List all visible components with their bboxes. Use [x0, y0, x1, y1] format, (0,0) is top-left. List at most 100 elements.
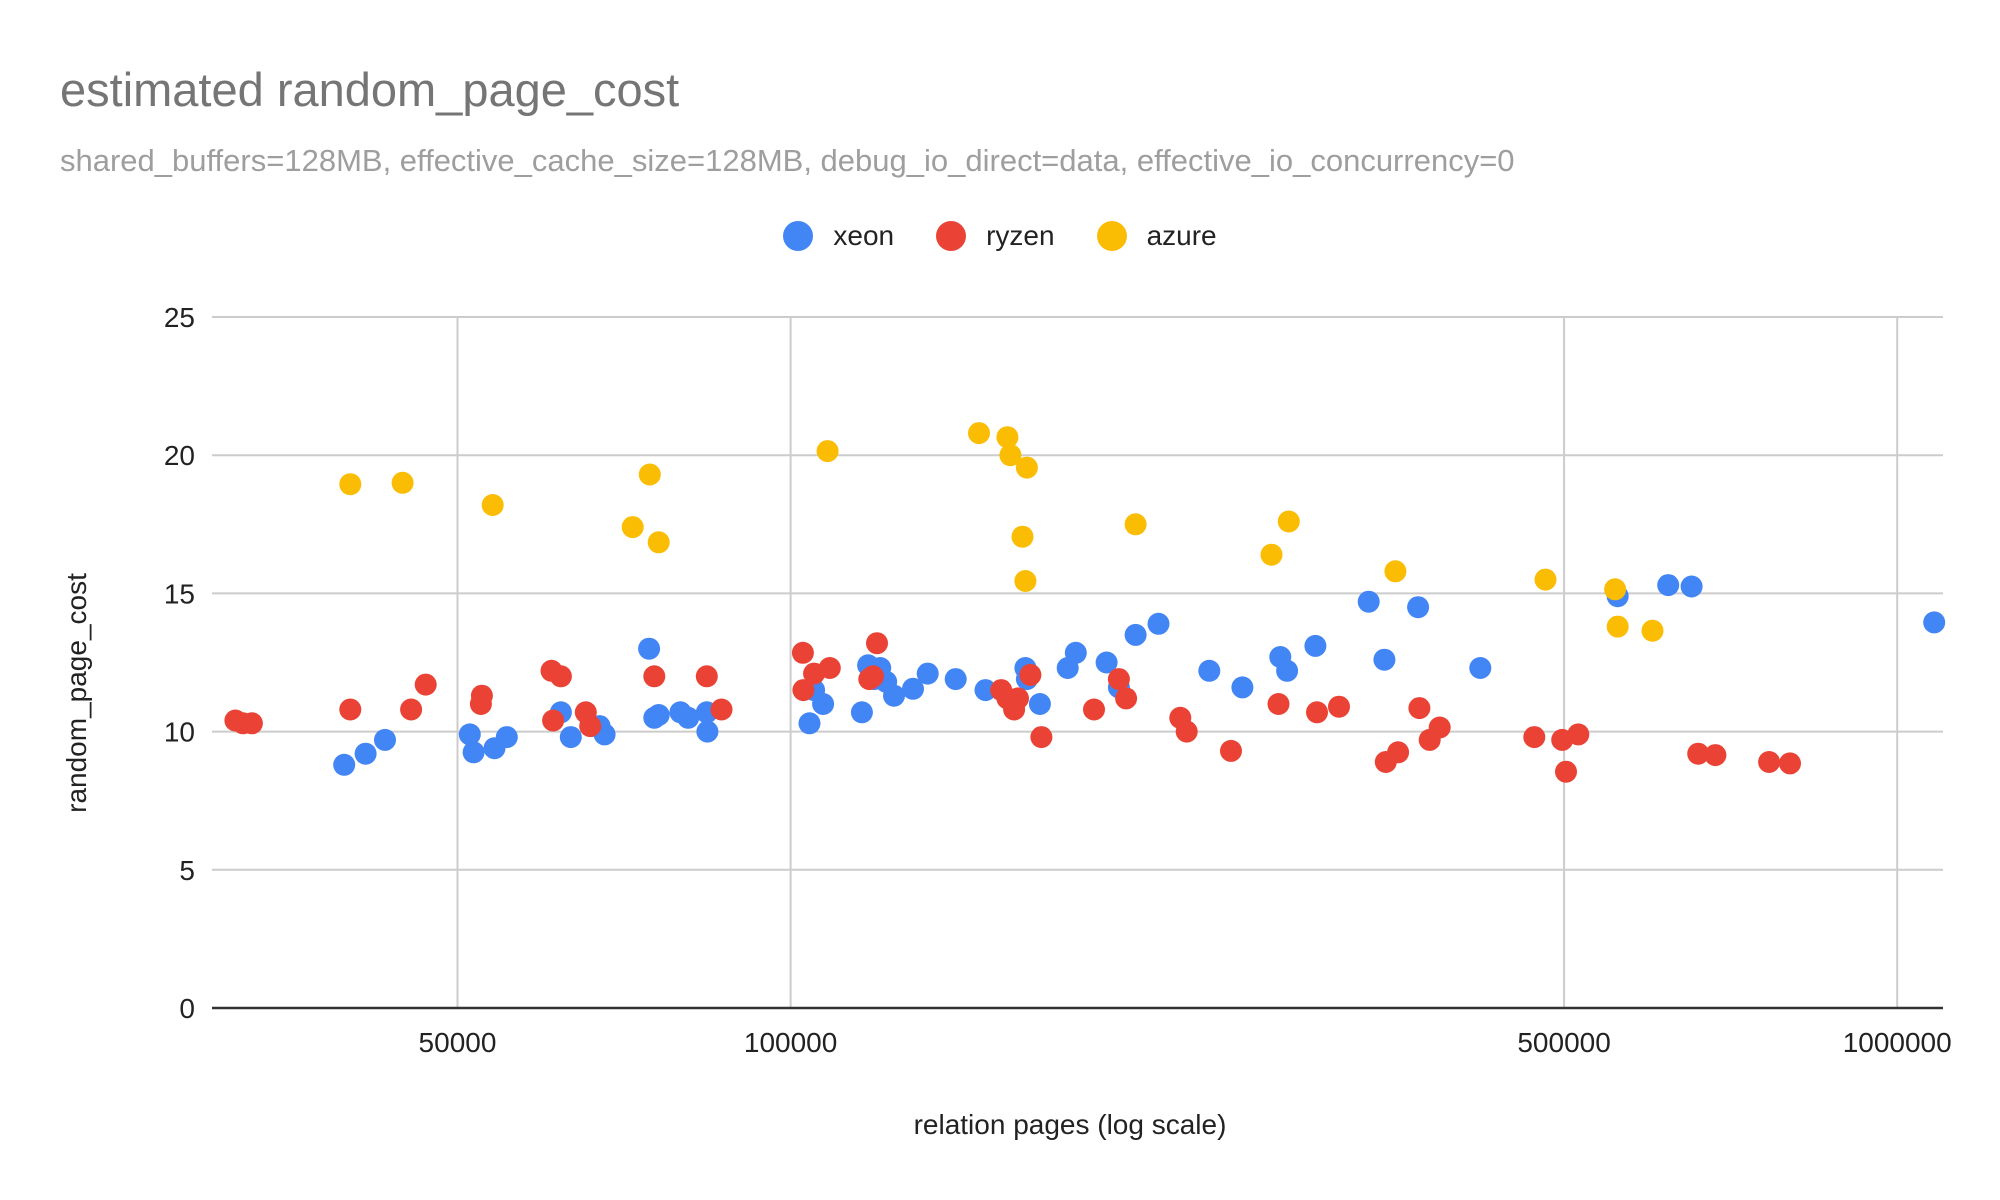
data-point-azure[interactable]	[996, 426, 1019, 449]
data-point-xeon[interactable]	[1124, 623, 1147, 646]
data-point-ryzen[interactable]	[695, 665, 718, 688]
data-point-ryzen[interactable]	[470, 684, 493, 707]
x-axis-title: relation pages (log scale)	[914, 1109, 1227, 1140]
data-point-ryzen[interactable]	[643, 665, 666, 688]
data-point-ryzen[interactable]	[866, 632, 888, 655]
data-point-ryzen[interactable]	[1387, 741, 1410, 764]
data-point-ryzen[interactable]	[1220, 739, 1242, 762]
data-point-azure[interactable]	[638, 463, 661, 486]
data-point-ryzen[interactable]	[791, 641, 814, 664]
data-point-ryzen[interactable]	[339, 698, 362, 721]
data-point-xeon[interactable]	[916, 662, 939, 685]
data-point-azure[interactable]	[647, 531, 670, 554]
data-point-ryzen[interactable]	[1115, 687, 1138, 710]
data-point-azure[interactable]	[1015, 456, 1038, 479]
data-point-xeon[interactable]	[798, 712, 821, 735]
data-point-ryzen[interactable]	[1428, 716, 1451, 739]
data-point-xeon[interactable]	[1198, 659, 1221, 682]
data-point-xeon[interactable]	[850, 701, 873, 724]
data-point-ryzen[interactable]	[1567, 723, 1590, 746]
data-point-ryzen[interactable]	[862, 665, 884, 688]
data-point-azure[interactable]	[1011, 525, 1034, 548]
y-tick-label: 15	[164, 578, 195, 609]
data-point-azure[interactable]	[1604, 578, 1627, 601]
data-point-azure[interactable]	[621, 516, 644, 539]
data-point-azure[interactable]	[391, 471, 414, 494]
data-point-xeon[interactable]	[1028, 693, 1051, 715]
data-point-xeon[interactable]	[696, 720, 719, 743]
data-point-xeon[interactable]	[812, 693, 835, 715]
data-point-xeon[interactable]	[1276, 659, 1299, 682]
data-point-xeon[interactable]	[944, 668, 967, 691]
data-point-xeon[interactable]	[1680, 575, 1703, 598]
data-point-azure[interactable]	[1277, 510, 1300, 533]
data-point-xeon[interactable]	[1304, 634, 1327, 657]
data-point-ryzen[interactable]	[1704, 744, 1727, 767]
data-point-azure[interactable]	[1014, 570, 1037, 592]
data-point-xeon[interactable]	[974, 679, 997, 702]
data-point-xeon[interactable]	[1147, 612, 1170, 635]
data-point-xeon[interactable]	[677, 706, 700, 729]
data-point-ryzen[interactable]	[1175, 720, 1198, 743]
data-point-azure[interactable]	[968, 422, 990, 445]
data-point-xeon[interactable]	[1373, 648, 1396, 671]
data-point-xeon[interactable]	[354, 742, 377, 765]
data-point-azure[interactable]	[816, 440, 839, 463]
data-point-ryzen[interactable]	[1779, 752, 1801, 775]
data-point-ryzen[interactable]	[1007, 687, 1029, 710]
data-point-ryzen[interactable]	[579, 715, 602, 738]
data-point-ryzen[interactable]	[1107, 668, 1130, 691]
data-point-xeon[interactable]	[1231, 676, 1254, 699]
data-point-xeon[interactable]	[1064, 641, 1087, 664]
data-point-azure[interactable]	[1124, 513, 1147, 536]
data-point-ryzen[interactable]	[1408, 697, 1431, 720]
data-point-xeon[interactable]	[374, 728, 396, 751]
data-point-xeon[interactable]	[458, 723, 481, 746]
data-point-xeon[interactable]	[1469, 657, 1492, 679]
data-point-xeon[interactable]	[462, 741, 485, 764]
data-point-ryzen[interactable]	[710, 698, 733, 721]
data-point-xeon[interactable]	[883, 684, 905, 707]
legend-item-azure[interactable]: azure	[1096, 220, 1217, 252]
data-point-ryzen[interactable]	[1267, 693, 1290, 715]
data-point-azure[interactable]	[1606, 615, 1629, 638]
data-point-ryzen[interactable]	[792, 679, 815, 702]
data-point-xeon[interactable]	[1357, 590, 1380, 613]
data-point-ryzen[interactable]	[1019, 663, 1042, 686]
data-point-ryzen[interactable]	[240, 712, 263, 735]
data-point-ryzen[interactable]	[1306, 701, 1328, 724]
data-point-ryzen[interactable]	[1328, 695, 1350, 718]
legend-item-ryzen[interactable]: ryzen	[936, 220, 1055, 252]
data-point-xeon[interactable]	[647, 704, 670, 726]
data-point-ryzen[interactable]	[542, 709, 565, 732]
data-point-ryzen[interactable]	[414, 673, 437, 696]
data-point-azure[interactable]	[1384, 560, 1407, 583]
data-point-xeon[interactable]	[495, 726, 518, 749]
series-azure	[339, 422, 1664, 642]
data-point-ryzen[interactable]	[1555, 760, 1577, 783]
data-point-xeon[interactable]	[333, 753, 356, 776]
data-point-xeon[interactable]	[1095, 651, 1118, 674]
data-point-xeon[interactable]	[638, 637, 661, 660]
data-point-xeon[interactable]	[559, 726, 582, 749]
data-point-xeon[interactable]	[1923, 611, 1946, 634]
data-point-azure[interactable]	[481, 494, 504, 516]
data-point-ryzen[interactable]	[1030, 726, 1053, 749]
data-point-ryzen[interactable]	[549, 665, 572, 688]
data-point-ryzen[interactable]	[1083, 698, 1105, 721]
data-point-azure[interactable]	[999, 444, 1022, 467]
data-point-azure[interactable]	[1260, 543, 1283, 566]
data-point-ryzen[interactable]	[1758, 751, 1781, 773]
data-point-ryzen[interactable]	[1523, 726, 1546, 749]
data-point-ryzen[interactable]	[1687, 742, 1710, 765]
data-point-azure[interactable]	[339, 473, 362, 496]
data-point-xeon[interactable]	[1407, 596, 1430, 619]
data-point-xeon[interactable]	[1657, 574, 1680, 597]
legend-item-xeon[interactable]: xeon	[783, 220, 894, 252]
points-layer	[224, 422, 1946, 783]
data-point-ryzen[interactable]	[400, 698, 423, 721]
data-point-azure[interactable]	[1641, 619, 1664, 642]
data-point-azure[interactable]	[1534, 568, 1557, 591]
data-point-xeon[interactable]	[902, 677, 924, 700]
data-point-ryzen[interactable]	[818, 657, 841, 679]
